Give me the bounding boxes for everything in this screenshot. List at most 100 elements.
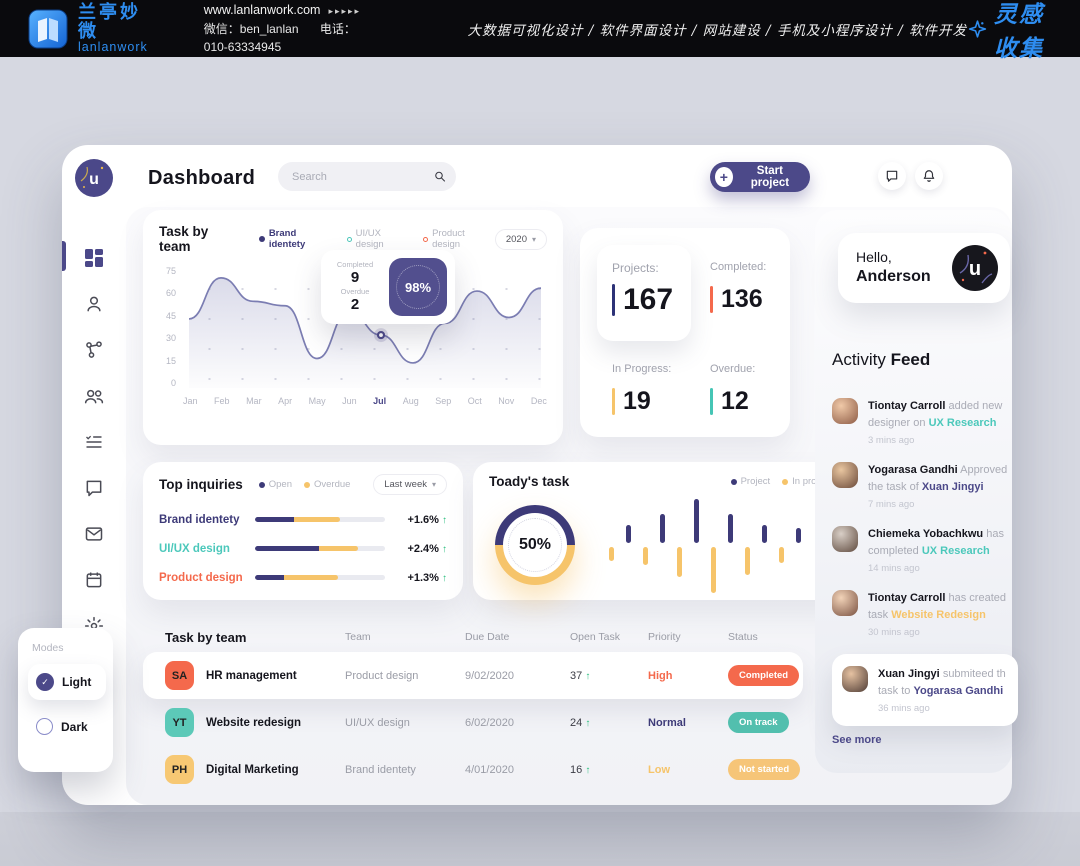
inquiry-bar-2 (255, 575, 385, 580)
start-project-label: Start project (750, 165, 790, 189)
sidebar-item-dashboard[interactable] (83, 247, 105, 269)
mode-option-light[interactable]: ✓ Light (28, 664, 106, 700)
todays-task-legend: Project In process (730, 476, 836, 487)
services-list: 大数据可视化设计 / 软件界面设计 / 网站建设 / 手机及小程序设计 / 软件… (467, 22, 967, 39)
navy-dot-icon (258, 481, 265, 488)
task-by-team-chart-card: Task by team Brand identety UI/UX design… (143, 210, 563, 445)
greeting-line: Hello, (856, 249, 892, 266)
activity-feed-title: Activity Feed (832, 350, 931, 369)
inquiry-bar-1 (255, 546, 385, 551)
donut-percent-label: 50% (508, 518, 562, 572)
timestamp: 30 mins ago (868, 627, 920, 639)
legend-uiux-design[interactable]: UI/UX design (346, 228, 411, 250)
website-link[interactable]: www.lanlanwork.com (203, 3, 321, 18)
chat-icon (86, 480, 102, 497)
avatar (832, 462, 858, 488)
activity-item-highlighted: Xuan Jingyi submiteed th task to Yogaras… (832, 654, 1018, 727)
up-arrow-icon: ↑ (585, 764, 591, 776)
brand-chinese: 兰亭妙微 (78, 2, 141, 41)
teal-accent-bar (710, 388, 713, 415)
chart-legend: Brand identety UI/UX design Product desi… (258, 228, 495, 250)
legend-in-process[interactable]: In process (782, 476, 836, 487)
year-filter-dropdown[interactable]: 2020 ▾ (494, 228, 547, 250)
table-title: Task by team (165, 629, 247, 645)
svg-text:u: u (969, 258, 981, 280)
sidebar-item-tasks[interactable] (83, 431, 105, 453)
legend-brand-identety[interactable]: Brand identety (258, 228, 335, 250)
tooltip-completed-label: Completed (336, 260, 374, 269)
timestamp: 7 mins ago (868, 499, 915, 511)
collect-text: 灵感收集 (994, 0, 1044, 62)
legend-open[interactable]: Open (258, 479, 292, 490)
top-inquiries-card: Top inquiries Open Overdue Last week ▾ B… (143, 462, 463, 600)
activity-item: Tiontay Carroll has created task Website… (832, 590, 1006, 638)
orange-ring-icon (423, 236, 429, 242)
stat-overdue: Overdue: 12 (710, 363, 756, 415)
contact-block: www.lanlanwork.com ▸▸▸▸▸ 微信：ben_lanlan 电话… (204, 1, 368, 56)
activity-link[interactable]: UX Research (928, 417, 997, 430)
avatar (832, 526, 858, 552)
table-row[interactable]: PH Digital Marketing Brand identety 4/01/… (143, 746, 803, 793)
page-title: Dashboard (148, 167, 256, 189)
data-point-marker[interactable] (376, 330, 386, 340)
table-row[interactable]: YT Website redesign UI/UX design 6/02/202… (143, 699, 803, 746)
mail-icon (85, 527, 103, 541)
activity-item: Yogarasa Gandhi Approved the task of Xua… (832, 462, 1007, 510)
phone-label: 电话：010-63334945 (203, 21, 356, 54)
avatar (842, 666, 868, 692)
activity-link[interactable]: Xuan Jingyi (921, 481, 984, 494)
hello-card: Hello, Anderson u (838, 233, 1010, 303)
team-initials-badge: YT (165, 708, 194, 737)
yellow-dot-icon (304, 481, 310, 488)
sidebar-item-mail[interactable] (83, 523, 105, 545)
avatar (832, 398, 858, 424)
inspiration-collect[interactable]: 灵感收集 (967, 0, 1064, 63)
inquiry-row-product: Product design +1.3% ↑ (159, 571, 447, 584)
legend-overdue[interactable]: Overdue (304, 479, 350, 490)
up-arrow-icon: ↑ (585, 717, 591, 729)
todays-task-card: Toady's task Project In process 50% (473, 462, 852, 600)
search-icon (435, 171, 446, 182)
sidebar-item-calendar[interactable] (83, 569, 105, 591)
search-bar[interactable] (278, 162, 456, 191)
legend-product-design[interactable]: Product design (423, 228, 495, 250)
messages-button[interactable] (878, 162, 906, 190)
status-badge: Not started (728, 759, 801, 780)
sidebar-item-share[interactable] (83, 339, 105, 361)
week-filter-dropdown[interactable]: Last week ▾ (373, 474, 447, 495)
timestamp: 36 mins ago (878, 703, 930, 715)
sidebar-item-chat[interactable] (83, 477, 105, 499)
tooltip-overdue-value: 2 (350, 296, 360, 313)
mode-option-dark[interactable]: Dark (32, 718, 113, 735)
plus-icon: + (715, 167, 733, 187)
activity-link[interactable]: Yogarasa Gandhi (913, 685, 1004, 698)
activity-item: Tiontay Carroll added new designer on UX… (832, 398, 1004, 446)
top-banner: 兰亭妙微 lanlanwork www.lanlanwork.com ▸▸▸▸▸ … (0, 0, 1080, 62)
sidebar-item-team[interactable] (83, 385, 105, 407)
start-project-button[interactable]: + Start project (710, 162, 810, 192)
team-initials-badge: SA (165, 661, 194, 690)
status-badge: On track (728, 712, 789, 733)
sidebar-item-profile[interactable] (83, 293, 105, 315)
brand-english: lanlanwork (78, 39, 148, 54)
inquiries-title: Top inquiries (159, 477, 243, 492)
avatar (832, 590, 858, 616)
notifications-button[interactable] (915, 162, 943, 190)
search-input[interactable] (292, 170, 434, 183)
activity-link[interactable]: UX Research (921, 545, 990, 558)
team-initials-badge: PH (165, 755, 194, 784)
stat-in-progress: In Progress: 19 (612, 363, 672, 415)
up-arrow-icon: ↑ (442, 572, 447, 584)
user-logo-avatar[interactable]: u (952, 245, 998, 291)
dashboard-grid-icon (85, 249, 103, 267)
legend-project[interactable]: Project (730, 476, 770, 487)
table-row[interactable]: SA HR management Product design 9/02/2020… (143, 652, 803, 699)
teal-ring-icon (346, 236, 352, 242)
task-list-icon (86, 435, 102, 448)
stat-completed: Completed: 136 (710, 261, 767, 313)
chevron-down-icon: ▾ (431, 480, 436, 489)
see-more-link[interactable]: See more (832, 734, 882, 746)
yellow-dot-icon (782, 478, 789, 485)
activity-link[interactable]: Website Redesign (891, 609, 986, 622)
app-logo[interactable]: u (75, 159, 113, 197)
